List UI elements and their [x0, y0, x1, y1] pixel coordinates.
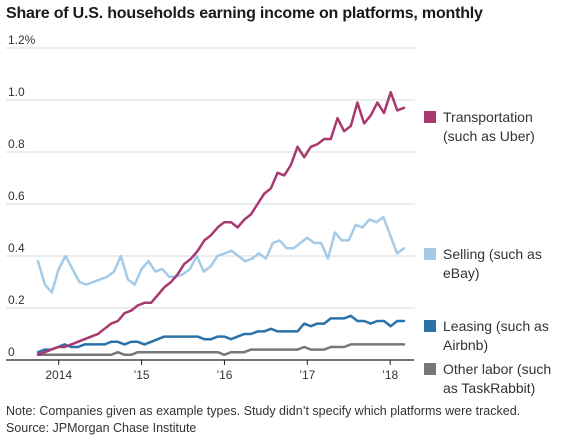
legend-item-leasing: Leasing (such as Airbnb) [424, 318, 549, 353]
y-tick-label: 0.2 [8, 293, 25, 307]
y-tick-label: 1.2% [8, 33, 36, 47]
series-line-other [36, 343, 406, 357]
y-tick-label: 1.0 [8, 85, 25, 99]
x-axis: 2014 ’15 ’16 ’17 ’18 [6, 359, 414, 382]
series-line-leasing [36, 314, 406, 354]
source-text: Source: JPMorgan Chase Institute [6, 421, 197, 435]
legend-label: (such as Uber) [443, 128, 535, 144]
legend-label: eBay) [443, 265, 480, 281]
x-tick-label: ’15 [134, 368, 150, 382]
y-axis-ticks: 1.2% 1.0 0.8 0.6 0.4 0.2 0 [8, 33, 36, 359]
legend-item-selling: Selling (such as eBay) [424, 246, 542, 281]
legend-label: Leasing (such as [443, 318, 549, 334]
legend-label: Selling (such as [443, 246, 542, 262]
series-line-selling [36, 215, 406, 294]
legend-swatch [424, 111, 436, 123]
chart-title: Share of U.S. households earning income … [6, 5, 483, 22]
x-tick-label: ’18 [382, 368, 398, 382]
footnote: Note: Companies given as example types. … [6, 403, 520, 437]
legend: Transportation (such as Uber) Selling (suc… [424, 109, 551, 396]
x-tick-label: ’17 [299, 368, 315, 382]
legend-item-other: Other labor (such as TaskRabbit) [424, 361, 551, 396]
series-line-transportation [36, 90, 406, 357]
line-chart: 1.2% 1.0 0.8 0.6 0.4 0.2 0 2014 ’15 ’16 ’17 ’18 Tr… [6, 33, 551, 396]
y-tick-label: 0.6 [8, 189, 25, 203]
legend-swatch [424, 363, 436, 375]
legend-label: Other labor (such [443, 361, 551, 377]
x-tick-label: ’16 [216, 368, 232, 382]
note-text: Note: Companies given as example types. … [6, 404, 521, 418]
y-tick-label: 0 [8, 345, 15, 359]
y-tick-label: 0.8 [8, 137, 25, 151]
gridlines [6, 47, 415, 309]
legend-label: Transportation [443, 109, 533, 125]
legend-label: Airbnb) [443, 337, 488, 353]
y-tick-label: 0.4 [8, 241, 25, 255]
series-lines [36, 90, 406, 357]
legend-label: as TaskRabbit) [443, 380, 535, 396]
legend-swatch [424, 248, 436, 260]
legend-item-transportation: Transportation (such as Uber) [424, 109, 535, 144]
x-tick-label: 2014 [45, 368, 72, 382]
legend-swatch [424, 320, 436, 332]
